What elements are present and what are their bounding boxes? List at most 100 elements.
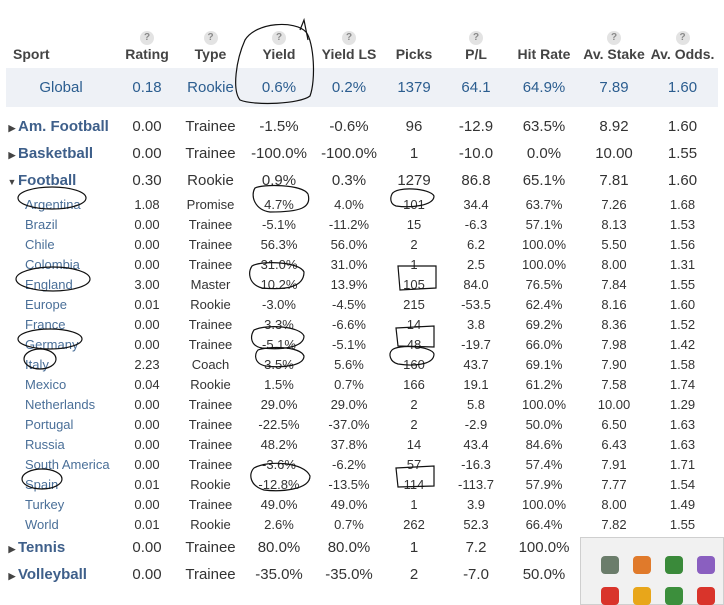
country-name-link[interactable]: Europe <box>25 296 67 312</box>
cloud-icon[interactable] <box>633 556 651 574</box>
country-name-link[interactable]: South America <box>25 456 110 472</box>
cell-hit-rate: 65.1% <box>522 172 566 189</box>
sport-row[interactable]: ▶ Tennis 0.00 Trainee 80.0% 80.0% 1 7.2 100.0% <box>6 534 718 561</box>
country-row[interactable]: Turkey 0.00 Trainee 49.0% 49.0% 1 3.9 100.0% 8.0… <box>6 494 718 514</box>
cell-rating: 0.01 <box>134 296 160 312</box>
column-header-picks[interactable]: Picks <box>383 0 445 68</box>
sport-row[interactable]: ▼ Football 0.30 Rookie 0.9% 0.3% 1279 86.8 65.1%… <box>6 167 718 194</box>
country-row[interactable]: Portugal 0.00 Trainee -22.5% -37.0% 2 -2.9 50.0… <box>6 414 718 434</box>
country-row[interactable]: Brazil 0.00 Trainee -5.1% -11.2% 15 -6.3 57.1% 8… <box>6 214 718 234</box>
country-name-cell: World <box>6 514 116 534</box>
cell-av-stake: 7.90 <box>601 356 627 372</box>
country-name-link[interactable]: Colombia <box>25 256 80 272</box>
sport-name-link[interactable]: Basketball <box>18 145 94 162</box>
column-header-label: Type <box>194 46 227 62</box>
country-name-link[interactable]: Mexico <box>25 376 67 392</box>
global-name-link[interactable]: Global <box>39 79 83 96</box>
column-header-yield-ls[interactable]: ? Yield LS <box>315 0 383 68</box>
country-row[interactable]: Argentina 1.08 Promise 4.7% 4.0% 101 34.4 63.7%… <box>6 194 718 214</box>
column-header-p-l[interactable]: ? P/L <box>445 0 507 68</box>
help-icon[interactable]: ? <box>272 31 286 45</box>
country-name-cell: Mexico <box>6 374 116 394</box>
sport-name-link[interactable]: Tennis <box>18 539 66 556</box>
expand-arrow-icon[interactable]: ▶ <box>8 544 16 554</box>
country-row[interactable]: Spain 0.01 Rookie -12.8% -13.5% 114 -113.7 57.9… <box>6 474 718 494</box>
country-name-link[interactable]: Turkey <box>25 496 65 512</box>
country-row[interactable]: England 3.00 Master 10.2% 13.9% 105 84.0 76.5% 7… <box>6 274 718 294</box>
country-row[interactable]: Europe 0.01 Rookie -3.0% -4.5% 215 -53.5 62.4% 8… <box>6 294 718 314</box>
cell-yield: 1.5% <box>264 376 294 392</box>
global-row[interactable]: Global 0.18 Rookie 0.6% 0.2% 1379 64.1 64.9% 7.8… <box>6 68 718 107</box>
country-name-link[interactable]: Netherlands <box>25 396 96 412</box>
country-name-link[interactable]: Spain <box>25 476 59 492</box>
column-header-yield[interactable]: ? Yield <box>243 0 315 68</box>
help-icon[interactable]: ? <box>469 31 483 45</box>
country-name-cell: Spain <box>6 474 116 494</box>
sport-row[interactable]: ▶ Volleyball 0.00 Trainee -35.0% -35.0% 2 -7.0 5… <box>6 561 718 588</box>
country-row[interactable]: Italy 2.23 Coach 3.5% 5.6% 160 43.7 69.1% 7.90 1.… <box>6 354 718 374</box>
sport-row[interactable]: ▶ Am. Football 0.00 Trainee -1.5% -0.6% 96 -12.… <box>6 113 718 140</box>
country-name-link[interactable]: Argentina <box>25 196 81 212</box>
usb-drive-icon[interactable] <box>601 556 619 574</box>
pen-icon[interactable] <box>697 556 715 574</box>
cell-av-stake: 7.82 <box>601 516 627 532</box>
country-name-link[interactable]: Brazil <box>25 216 58 232</box>
sport-row[interactable]: ▶ Basketball 0.00 Trainee -100.0% -100.0% 1 -10… <box>6 140 718 167</box>
country-name-cell: Turkey <box>6 494 116 514</box>
help-icon[interactable]: ? <box>607 31 621 45</box>
column-header-hit-rate[interactable]: Hit Rate <box>507 0 581 68</box>
sport-name-link[interactable]: Am. Football <box>18 118 109 135</box>
opera-icon[interactable] <box>601 587 619 605</box>
country-row[interactable]: Germany 0.00 Trainee -5.1% -5.1% 48 -19.7 66.0%… <box>6 334 718 354</box>
cell-yield: -22.5% <box>258 416 300 432</box>
security-shield-icon[interactable] <box>665 556 683 574</box>
country-row[interactable]: Colombia 0.00 Trainee 31.0% 31.0% 1 2.5 100.0% 8… <box>6 254 718 274</box>
cell-yield: 56.3% <box>260 236 298 252</box>
country-name-link[interactable]: World <box>25 516 59 532</box>
cell-picks: 96 <box>405 118 423 135</box>
sport-name-link[interactable]: Volleyball <box>18 566 87 583</box>
expand-arrow-icon[interactable]: ▶ <box>8 123 16 133</box>
country-name-link[interactable]: Russia <box>25 436 65 452</box>
country-row[interactable]: Mexico 0.04 Rookie 1.5% 0.7% 166 19.1 61.2% 7.58… <box>6 374 718 394</box>
cell-av-odds: 1.60 <box>667 172 698 189</box>
sport-name-link[interactable]: Football <box>18 172 77 189</box>
country-name-link[interactable]: Italy <box>25 356 49 372</box>
expand-arrow-icon[interactable]: ▶ <box>8 571 16 581</box>
help-icon[interactable]: ? <box>675 31 690 45</box>
help-icon[interactable]: ? <box>342 31 356 45</box>
cell-yield-ls: -6.6% <box>332 316 366 332</box>
cell-p-l: 34.4 <box>463 196 489 212</box>
cell-picks: 1 <box>409 145 419 162</box>
column-header-sport[interactable]: Sport <box>6 0 116 68</box>
country-row[interactable]: World 0.01 Rookie 2.6% 0.7% 262 52.3 66.4% 7.82 1… <box>6 514 718 534</box>
country-name-link[interactable]: England <box>25 276 73 292</box>
country-name-link[interactable]: France <box>25 316 66 332</box>
help-icon[interactable]: ? <box>203 31 218 45</box>
country-row[interactable]: Chile 0.00 Trainee 56.3% 56.0% 2 6.2 100.0% 5.50… <box>6 234 718 254</box>
expanded-arrow-icon[interactable]: ▼ <box>7 177 17 187</box>
cell-type: Rookie <box>178 68 243 107</box>
country-name-link[interactable]: Portugal <box>25 416 74 432</box>
country-row[interactable]: Russia 0.00 Trainee 48.2% 37.8% 14 43.4 84.6% 6.… <box>6 434 718 454</box>
column-header-type[interactable]: ? Type <box>178 0 243 68</box>
yandex-icon[interactable] <box>697 587 715 605</box>
country-name-link[interactable]: Germany <box>25 336 79 352</box>
country-row[interactable]: France 0.00 Trainee 3.3% -6.6% 14 3.8 69.2% 8.36… <box>6 314 718 334</box>
cell-av-stake: 8.13 <box>601 216 627 232</box>
column-header-av-odds[interactable]: ? Av. Odds. <box>647 0 718 68</box>
cell-p-l: 86.8 <box>461 172 491 189</box>
country-row[interactable]: South America 0.00 Trainee -3.6% -6.2% 57 -16.… <box>6 454 718 474</box>
cell-yield-ls: -100.0% <box>321 145 377 162</box>
column-header-rating[interactable]: ? Rating <box>116 0 178 68</box>
country-row[interactable]: Netherlands 0.00 Trainee 29.0% 29.0% 2 5.8 100.… <box>6 394 718 414</box>
cell-av-odds: 1.71 <box>669 456 696 472</box>
country-name-link[interactable]: Chile <box>25 236 55 252</box>
media-player-icon[interactable] <box>633 587 651 605</box>
expand-arrow-icon[interactable]: ▶ <box>8 150 16 160</box>
cell-yield-ls: 49.0% <box>330 496 368 512</box>
cell-av-stake: 8.92 <box>599 118 629 135</box>
column-header-av-stake[interactable]: ? Av. Stake <box>581 0 647 68</box>
help-icon[interactable]: ? <box>140 31 154 45</box>
chrome-icon[interactable] <box>665 587 683 605</box>
